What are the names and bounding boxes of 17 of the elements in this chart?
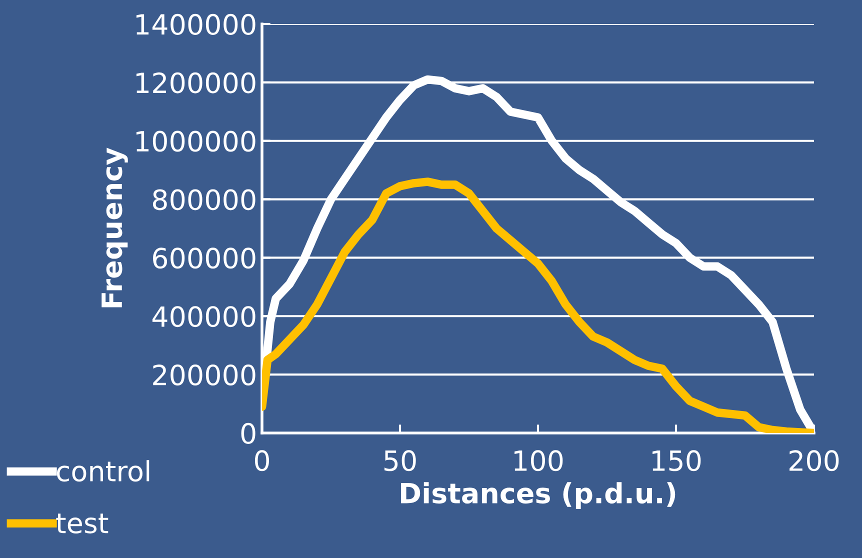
- y-tick-label: 400000: [152, 306, 256, 328]
- legend-label: test: [56, 514, 108, 534]
- x-tick-label: 150: [652, 450, 701, 472]
- legend-label: control: [56, 460, 150, 482]
- y-tick-label: 0: [241, 422, 256, 444]
- y-tick-label: 1000000: [136, 130, 256, 152]
- x-tick-label: 200: [790, 450, 839, 472]
- x-tick-label: 0: [254, 450, 269, 472]
- y-tick-label: 1200000: [136, 72, 256, 94]
- y-tick-label: 600000: [153, 248, 256, 269]
- x-axis-title: Distances (p.d.u.): [401, 482, 676, 509]
- y-axis-title: Frequency: [102, 148, 128, 308]
- y-tick-label: 1400000: [136, 14, 256, 35]
- x-tick-label: 50: [384, 450, 416, 472]
- x-tick-label: 100: [514, 450, 563, 472]
- y-tick-label: 800000: [152, 189, 256, 210]
- y-tick-label: 200000: [153, 364, 256, 386]
